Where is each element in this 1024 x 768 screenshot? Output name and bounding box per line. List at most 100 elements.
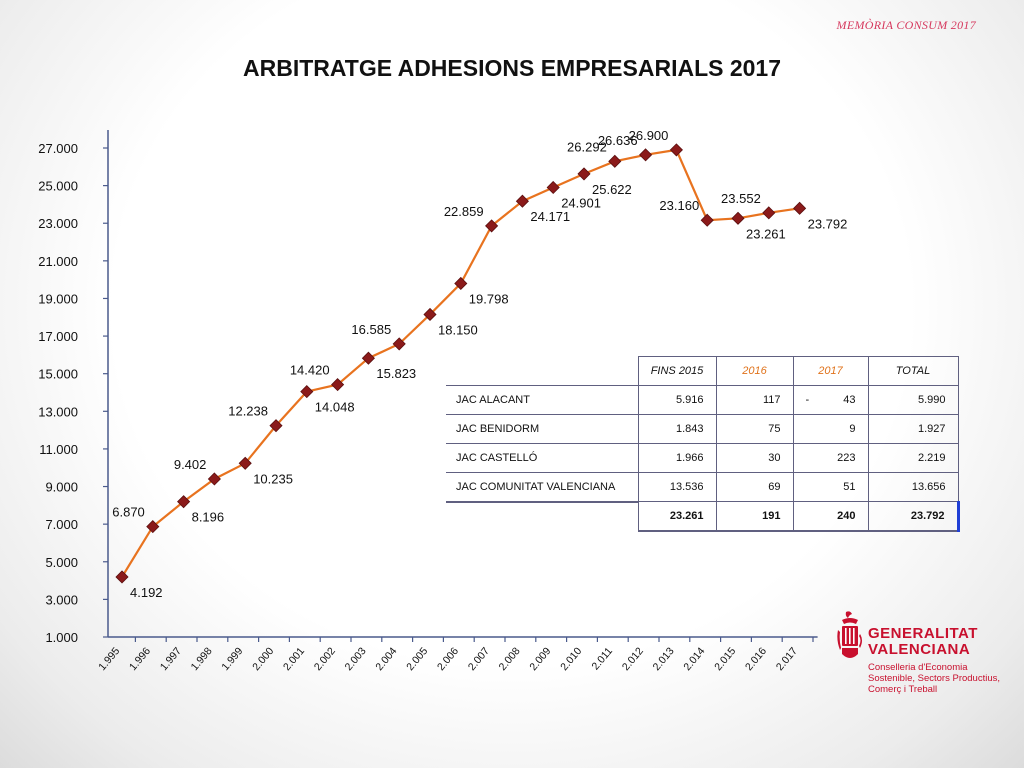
data-label: 8.196 xyxy=(192,510,225,525)
data-point xyxy=(577,167,591,181)
data-label: 26.292 xyxy=(567,139,607,154)
table-total-row: 23.261 191 240 23.792 xyxy=(446,501,960,532)
page-title: ARBITRATGE ADHESIONS EMPRESARIALS 2017 xyxy=(242,55,782,81)
row-2017: 223 xyxy=(792,443,868,473)
total-2016: 191 xyxy=(715,501,793,532)
row-2017: 51 xyxy=(792,472,868,502)
row-total: 1.927 xyxy=(867,414,959,444)
row-name: JAC BENIDORM xyxy=(446,414,638,444)
x-tick-label: 2.017 xyxy=(774,645,800,673)
y-tick-label: 5.000 xyxy=(45,555,78,570)
data-point xyxy=(361,351,375,365)
data-point xyxy=(639,148,653,162)
data-point xyxy=(485,219,499,233)
data-point xyxy=(146,520,160,534)
data-point xyxy=(669,143,683,157)
row-name: JAC COMUNITAT VALENCIANA xyxy=(446,472,638,503)
data-label: 26.636 xyxy=(598,133,638,148)
data-point xyxy=(269,419,283,433)
data-point xyxy=(454,276,468,291)
x-tick-label: 2.008 xyxy=(497,645,523,673)
total-empty xyxy=(446,502,638,531)
data-label: 23.792 xyxy=(808,216,848,231)
table-row: JAC COMUNITAT VALENCIANA 13.536 69 51 13… xyxy=(446,472,959,503)
x-tick-label: 2.012 xyxy=(620,645,646,673)
row-2016: 117 xyxy=(715,385,793,415)
x-tick-label: 2.013 xyxy=(651,645,677,673)
logo-line2: VALENCIANA xyxy=(868,641,971,658)
row-fins2015: 1.843 xyxy=(637,414,716,444)
data-table: FINS 2015 2016 2017 TOTAL JAC ALACANT 5.… xyxy=(446,356,960,532)
data-point xyxy=(300,385,314,399)
table-header-total: TOTAL xyxy=(867,356,959,386)
x-tick-label: 1.996 xyxy=(127,645,153,673)
data-label: 22.859 xyxy=(444,204,484,219)
data-label: 15.823 xyxy=(376,366,416,381)
logo-sub3: Comerç i Treball xyxy=(868,684,938,695)
data-point xyxy=(762,206,776,220)
header-tag: MEMÒRIA CONSUM 2017 xyxy=(836,18,976,32)
data-label: 14.420 xyxy=(290,363,330,378)
row-total: 5.990 xyxy=(867,385,959,415)
total-2017: 240 xyxy=(792,501,868,532)
x-tick-label: 2.007 xyxy=(466,645,492,673)
data-label: 23.552 xyxy=(721,191,761,206)
data-point xyxy=(793,201,807,215)
x-tick-label: 2.009 xyxy=(527,645,553,673)
x-tick-label: 2.003 xyxy=(343,645,369,673)
x-tick-label: 2.011 xyxy=(590,645,616,672)
data-point xyxy=(177,495,191,509)
x-tick-label: 1.998 xyxy=(189,645,215,673)
data-point xyxy=(515,194,529,208)
logo-name: GENERALITAT VALENCIANA xyxy=(868,626,978,658)
x-tick-label: 2.015 xyxy=(712,645,738,673)
y-tick-label: 17.000 xyxy=(38,329,78,344)
row-2016: 75 xyxy=(715,414,793,444)
row-2016: 30 xyxy=(715,443,793,473)
minus-sign: - xyxy=(805,394,810,406)
table-row: JAC CASTELLÓ 1.966 30 223 2.219 xyxy=(446,443,959,473)
row-fins2015: 5.916 xyxy=(637,385,716,415)
x-tick-label: 1.995 xyxy=(96,645,122,673)
logo-sub2: Sostenible, Sectors Productius, xyxy=(868,673,1001,684)
y-tick-label: 23.000 xyxy=(38,216,78,231)
y-tick-label: 25.000 xyxy=(38,179,78,194)
x-tick-label: 2.002 xyxy=(312,645,338,673)
x-tick-label: 2.014 xyxy=(681,645,707,673)
data-point xyxy=(608,154,622,168)
row-2016: 69 xyxy=(715,472,793,502)
y-tick-label: 7.000 xyxy=(45,517,78,532)
data-label: 23.261 xyxy=(746,226,786,241)
row-fins2015: 1.966 xyxy=(637,443,716,473)
x-tick-label: 2.016 xyxy=(743,645,769,673)
row-2017-value: 43 xyxy=(843,394,856,406)
x-tick-label: 2.010 xyxy=(558,645,584,673)
table-header-2016: 2016 xyxy=(715,356,793,386)
x-tick-label: 2.006 xyxy=(435,645,461,673)
y-tick-label: 1.000 xyxy=(45,630,78,645)
table-header-empty xyxy=(446,357,638,386)
x-tick-label: 2.004 xyxy=(373,645,399,673)
row-name: JAC ALACANT xyxy=(446,385,638,415)
data-point xyxy=(546,180,560,195)
data-point xyxy=(331,378,345,392)
generalitat-logo: GENERALITAT VALENCIANA Conselleria d'Eco… xyxy=(836,610,1006,695)
data-label: 24.171 xyxy=(530,209,570,224)
logo-sub1: Conselleria d'Economia xyxy=(868,662,968,673)
data-label: 10.235 xyxy=(253,471,293,486)
coat-of-arms-icon xyxy=(837,611,862,658)
data-label: 26.900 xyxy=(629,128,669,143)
data-label: 19.798 xyxy=(469,291,509,306)
data-point xyxy=(238,456,252,470)
data-point xyxy=(423,307,437,322)
data-label: 23.160 xyxy=(659,198,699,213)
data-point xyxy=(115,570,129,584)
data-label: 9.402 xyxy=(174,457,207,472)
data-point xyxy=(392,337,406,351)
row-2017: 9 xyxy=(792,414,868,444)
data-label: 12.238 xyxy=(228,404,268,419)
data-point xyxy=(700,213,714,227)
y-tick-label: 9.000 xyxy=(45,480,78,495)
y-tick-label: 11.000 xyxy=(39,442,78,457)
